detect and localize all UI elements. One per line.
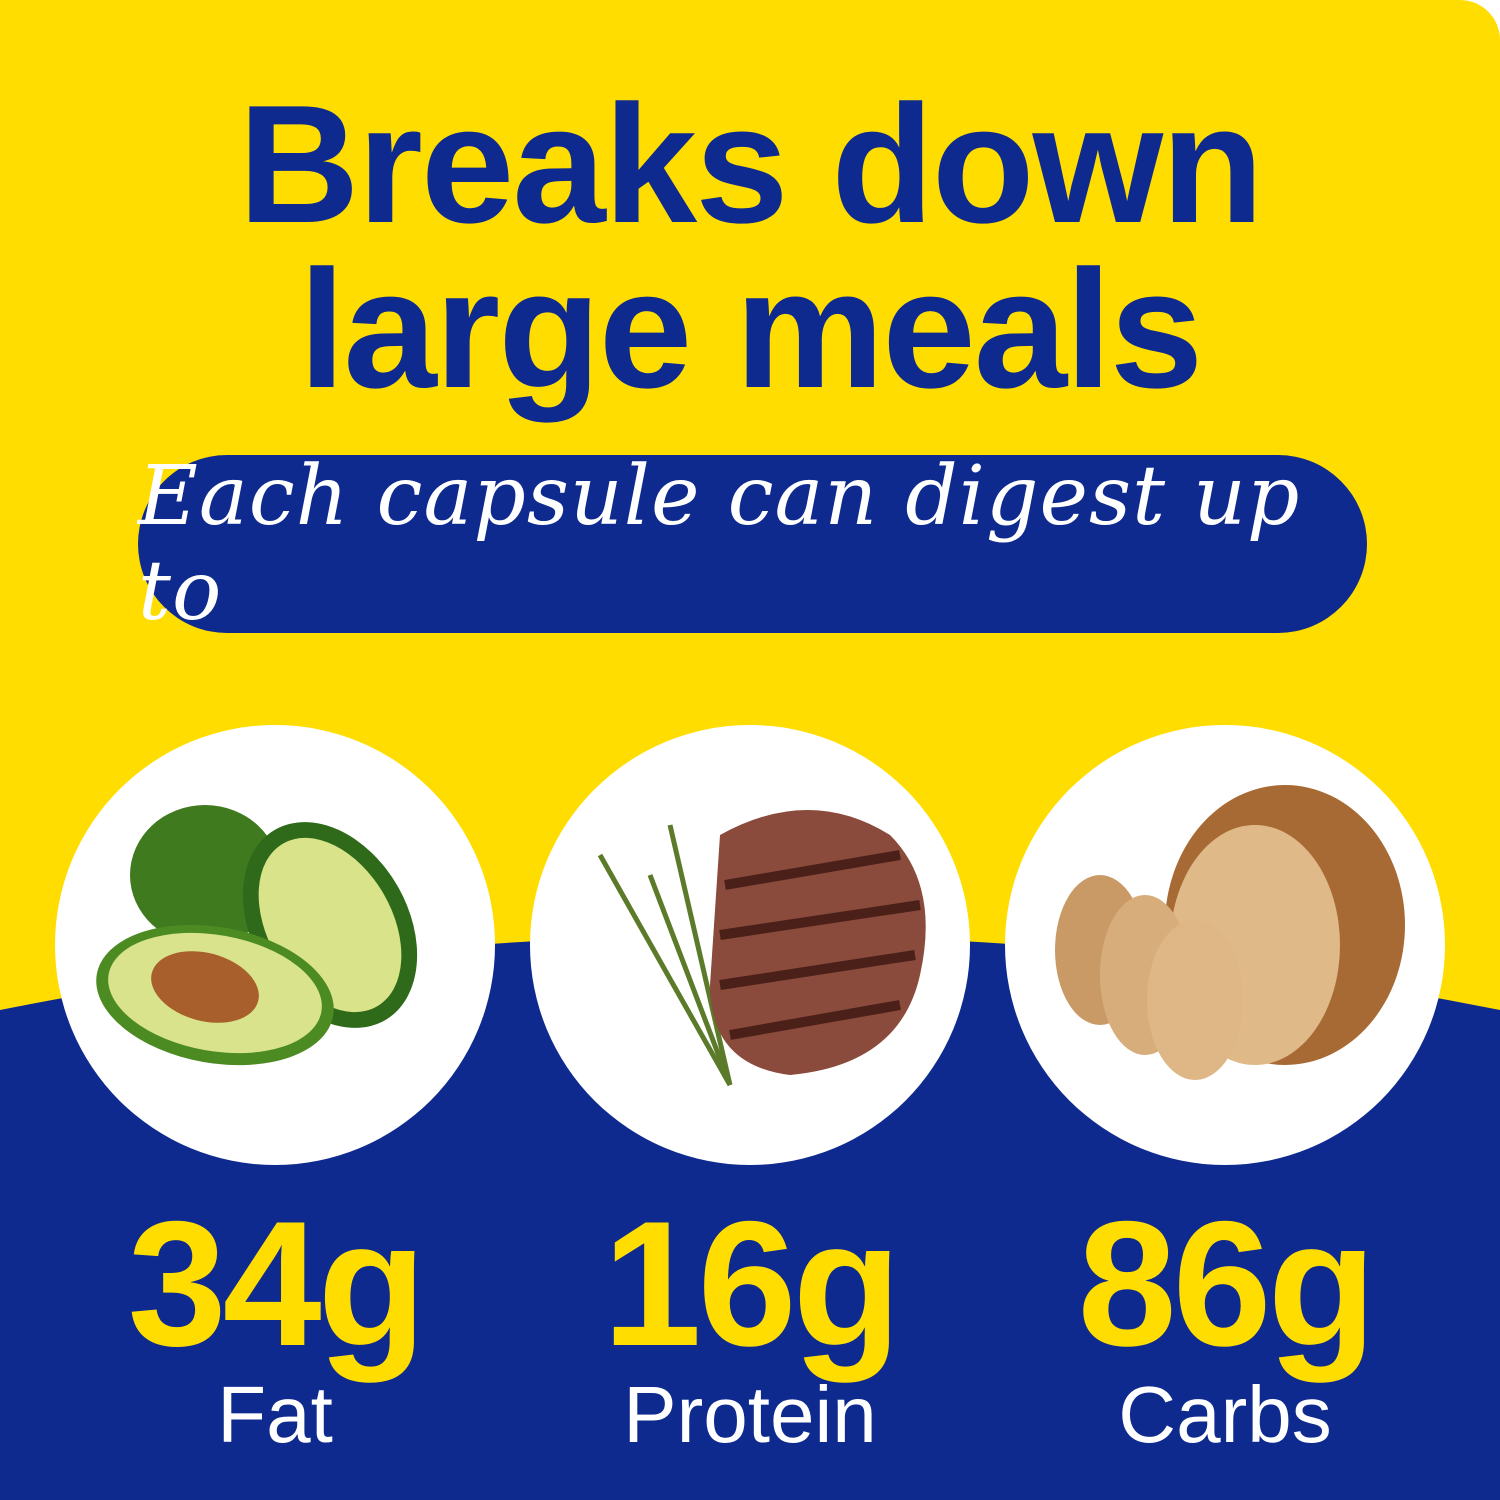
- fat-amount: 34g: [127, 1184, 427, 1383]
- steak-icon: [597, 810, 926, 1087]
- bread-icon: [1055, 785, 1405, 1080]
- protein-amount: 16g: [602, 1184, 902, 1383]
- carbs-image-circle: [1005, 725, 1445, 1165]
- fat-image-circle: [55, 725, 495, 1165]
- banner-text: Each capsule can digest up to: [138, 449, 1301, 639]
- carbs-label: Carbs: [1118, 1370, 1332, 1459]
- carbs-amount: 86g: [1077, 1184, 1377, 1383]
- fat-label: Fat: [217, 1370, 333, 1459]
- banner: Each capsule can digest up to: [138, 449, 1367, 639]
- protein-image-circle: [530, 725, 970, 1165]
- protein-label: Protein: [623, 1370, 877, 1459]
- headline-line1: Breaks down: [238, 70, 1264, 258]
- avocado-icon: [96, 805, 418, 1066]
- headline-line2: large meals: [298, 235, 1204, 423]
